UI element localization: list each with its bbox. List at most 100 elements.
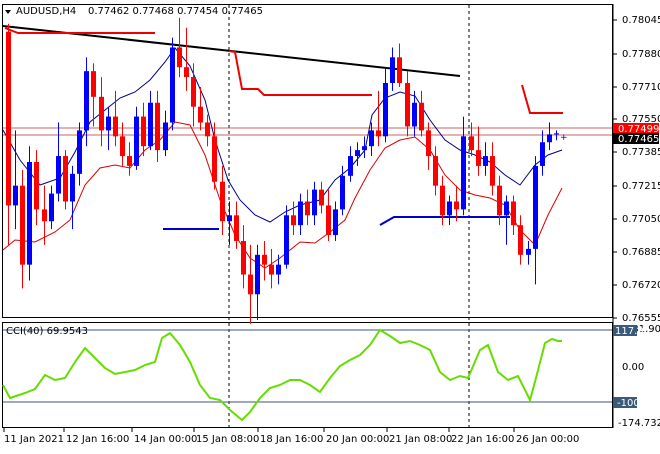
candle bbox=[305, 189, 310, 226]
candle bbox=[205, 114, 210, 147]
time-label: 26 Jan 00:00 bbox=[516, 434, 579, 445]
cci-axis-label: 131.9055 bbox=[626, 324, 660, 335]
time-axis: 11 Jan 2021 12 Jan 16:00 14 Jan 00:00 15… bbox=[3, 428, 579, 445]
candle-body bbox=[205, 122, 210, 137]
price-panel-frame bbox=[2, 4, 613, 318]
candle bbox=[518, 215, 523, 265]
price-label: 0.76720 bbox=[622, 280, 660, 291]
candle bbox=[526, 240, 531, 265]
candle-body bbox=[269, 264, 274, 275]
candle-body bbox=[248, 274, 253, 295]
candle bbox=[369, 122, 374, 157]
candle bbox=[383, 67, 388, 143]
candle-body bbox=[34, 161, 39, 210]
candle-body bbox=[148, 102, 153, 147]
candle-body bbox=[276, 264, 281, 275]
candle-body bbox=[405, 83, 410, 127]
price-label: 0.77710 bbox=[622, 82, 660, 93]
candle-body bbox=[42, 209, 47, 222]
candle bbox=[326, 189, 331, 241]
candle bbox=[177, 17, 182, 78]
candle-body bbox=[20, 185, 25, 265]
candle-body bbox=[255, 254, 260, 295]
candle bbox=[241, 225, 246, 289]
current-price-marker: + bbox=[560, 133, 568, 143]
candle bbox=[362, 136, 367, 159]
candle bbox=[20, 169, 25, 289]
chart-header: AUDUSD,H4 0.77462 0.77468 0.77454 0.7746… bbox=[5, 6, 263, 17]
candle bbox=[547, 122, 552, 151]
candle bbox=[276, 254, 281, 285]
header-dropdown-icon[interactable] bbox=[5, 10, 11, 14]
candle-body bbox=[70, 173, 75, 202]
candle bbox=[91, 63, 96, 127]
candle bbox=[269, 248, 274, 289]
candle bbox=[184, 27, 189, 91]
candle bbox=[127, 142, 132, 176]
price-axis-labels: 0.78045 0.77880 0.77710 0.77550 0.77385 … bbox=[622, 15, 660, 324]
candle bbox=[141, 102, 146, 157]
candle-body bbox=[212, 136, 217, 182]
time-label: 20 Jan 00:00 bbox=[326, 434, 389, 445]
candle bbox=[461, 116, 466, 216]
candle-body bbox=[419, 102, 424, 131]
candle-body bbox=[454, 201, 459, 210]
candle-body bbox=[376, 130, 381, 137]
candle-body bbox=[504, 201, 509, 216]
candle bbox=[376, 90, 381, 147]
cci-line bbox=[2, 328, 562, 422]
candle bbox=[220, 165, 225, 236]
candle-body bbox=[440, 185, 445, 216]
candle bbox=[447, 195, 452, 226]
candle bbox=[412, 90, 417, 137]
candle bbox=[469, 122, 474, 157]
candle-body bbox=[426, 130, 431, 157]
candle bbox=[533, 156, 538, 285]
candle-body bbox=[141, 116, 146, 147]
candle-body bbox=[533, 165, 538, 249]
price-tag-red: 0.77499 bbox=[613, 123, 659, 135]
candle-body bbox=[284, 215, 289, 265]
candle bbox=[56, 122, 61, 202]
cci-panel-frame bbox=[2, 322, 613, 428]
candle bbox=[540, 130, 545, 176]
candle-body bbox=[63, 156, 68, 202]
candle bbox=[42, 185, 47, 245]
candle-body bbox=[362, 146, 367, 151]
candle bbox=[397, 43, 402, 87]
candle bbox=[212, 122, 217, 190]
candle bbox=[348, 146, 353, 182]
candle-body bbox=[6, 31, 11, 206]
candle-body bbox=[227, 215, 232, 222]
cci-axis-labels: 131.9055 117.9 0.00 -100 -174.7329 bbox=[613, 324, 660, 429]
candle bbox=[504, 195, 509, 245]
candle-body bbox=[77, 130, 82, 174]
price-label: 0.77385 bbox=[622, 147, 660, 158]
price-label: 0.77550 bbox=[622, 114, 660, 125]
candle-body bbox=[298, 201, 303, 226]
ohlc-label: 0.77462 0.77468 0.77454 0.77465 bbox=[88, 6, 263, 17]
cci-axis-label: -174.7329 bbox=[618, 418, 660, 429]
candle-body bbox=[198, 106, 203, 123]
candle bbox=[34, 150, 39, 226]
candle bbox=[284, 205, 289, 269]
svg-text:0.77499: 0.77499 bbox=[618, 124, 659, 135]
candle bbox=[483, 142, 488, 176]
candle-body bbox=[412, 102, 417, 127]
candle-body bbox=[155, 102, 160, 151]
candle-body bbox=[319, 189, 324, 206]
candle-body bbox=[99, 96, 104, 131]
time-label: 14 Jan 00:00 bbox=[134, 434, 197, 445]
candle-body bbox=[134, 116, 139, 166]
cci-label: CCI(40) 69.9543 bbox=[6, 326, 88, 337]
svg-text:0.77465: 0.77465 bbox=[618, 134, 659, 145]
price-label: 0.77215 bbox=[622, 181, 660, 192]
candle bbox=[163, 110, 168, 157]
candle-body bbox=[312, 189, 317, 216]
candle bbox=[198, 86, 203, 131]
candle bbox=[148, 90, 153, 151]
candle-body bbox=[106, 116, 111, 131]
candle-body bbox=[447, 201, 452, 216]
candle bbox=[490, 142, 495, 196]
